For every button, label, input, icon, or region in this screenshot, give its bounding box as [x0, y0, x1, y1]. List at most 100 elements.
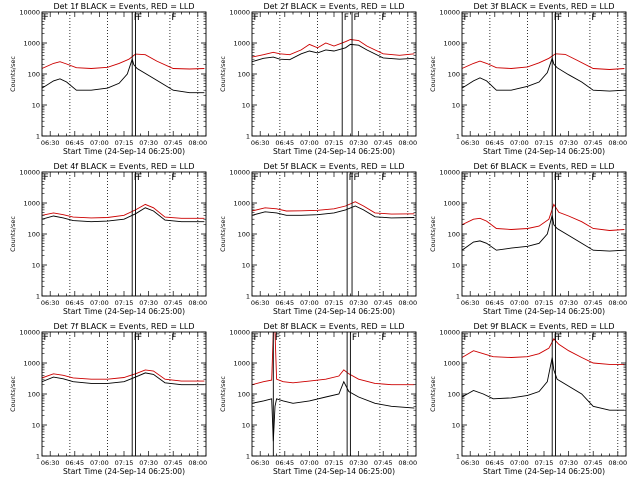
y-tick-label: 1: [36, 132, 40, 140]
panel-4: Det 4f BLACK = Events, RED = LLD 1 10 100 10…: [9, 162, 207, 316]
x-tick-label: 06:30: [41, 299, 60, 307]
y-tick-label: 1: [36, 292, 40, 300]
y-axis-label: Counts/sec: [9, 216, 17, 252]
x-tick-label: 07:30: [349, 139, 368, 147]
panel-6: Det 6f BLACK = Events, RED = LLD 1 10 100 10…: [429, 162, 627, 316]
flag-marker: F: [557, 13, 562, 23]
x-tick-label: 06:30: [461, 139, 480, 147]
events-series-line: [252, 205, 415, 219]
y-tick-label: 10: [32, 261, 40, 269]
y-tick-label: 1000: [233, 359, 250, 367]
y-tick-label: 100: [448, 390, 460, 398]
flag-marker: F: [464, 333, 469, 343]
x-tick-label: 07:30: [559, 299, 578, 307]
x-tick-label: 06:30: [251, 139, 270, 147]
y-tick-label: 1: [456, 452, 460, 460]
flag-marker: F: [344, 13, 349, 23]
x-tick-label: 08:00: [608, 299, 627, 307]
x-tick-label: 06:30: [41, 459, 60, 467]
y-tick-label: 100: [238, 230, 250, 238]
flag-marker: F: [381, 173, 386, 183]
x-tick-label: 07:15: [535, 459, 554, 467]
y-tick-label: 100: [238, 390, 250, 398]
y-tick-label: 1: [456, 292, 460, 300]
events-series-line: [462, 56, 625, 92]
y-tick-label: 10: [242, 421, 250, 429]
flag-marker: F: [591, 13, 596, 23]
y-tick-label: 100: [28, 70, 40, 78]
x-axis-label: Start Time (24-Sep-14 06:25:00): [483, 307, 605, 316]
flag-marker: F: [134, 333, 139, 343]
events-series-line: [252, 43, 415, 63]
flag-marker: F: [44, 173, 49, 183]
x-tick-label: 08:00: [398, 459, 417, 467]
x-tick-label: 06:45: [485, 299, 504, 307]
flag-marker: F: [44, 13, 49, 23]
x-tick-label: 08:00: [398, 299, 417, 307]
y-axis-label: Counts/sec: [219, 376, 227, 412]
flag-marker: F: [275, 333, 280, 343]
flag-marker: F: [464, 13, 469, 23]
y-tick-label: 10000: [439, 328, 460, 336]
x-tick-label: 07:30: [349, 299, 368, 307]
x-tick-label: 07:45: [584, 299, 603, 307]
flag-marker: F: [171, 13, 176, 23]
x-tick-label: 07:00: [300, 299, 319, 307]
y-tick-label: 1000: [233, 39, 250, 47]
x-tick-label: 07:30: [139, 299, 158, 307]
panel-9: Det 9f BLACK = Events, RED = LLD 1 10 100 10…: [429, 322, 627, 476]
x-tick-label: 07:15: [325, 459, 344, 467]
y-tick-label: 10000: [229, 168, 250, 176]
events-series-line: [252, 380, 415, 442]
panel-2: Det 2f BLACK = Events, RED = LLD 1 10 100 10…: [219, 2, 417, 156]
flag-marker: F: [591, 173, 596, 183]
x-tick-label: 07:00: [90, 299, 109, 307]
x-axis-label: Start Time (24-Sep-14 06:25:00): [483, 467, 605, 476]
panel-title: Det 6f BLACK = Events, RED = LLD: [473, 162, 614, 171]
y-tick-label: 1: [246, 132, 250, 140]
y-tick-label: 10: [32, 421, 40, 429]
panel-title: Det 2f BLACK = Events, RED = LLD: [263, 2, 404, 11]
x-tick-label: 06:45: [485, 459, 504, 467]
y-tick-label: 10: [452, 261, 460, 269]
x-axis-label: Start Time (24-Sep-14 06:25:00): [483, 147, 605, 156]
y-axis-label: Counts/sec: [9, 56, 17, 92]
x-tick-label: 07:45: [164, 459, 183, 467]
panel-title: Det 1f BLACK = Events, RED = LLD: [53, 2, 194, 11]
x-tick-label: 07:45: [374, 139, 393, 147]
flag-marker: F: [554, 173, 559, 183]
x-axis-label: Start Time (24-Sep-14 06:25:00): [63, 147, 185, 156]
y-axis-label: Counts/sec: [9, 376, 17, 412]
x-tick-label: 07:45: [374, 299, 393, 307]
y-tick-label: 10000: [229, 328, 250, 336]
x-tick-label: 06:30: [251, 459, 270, 467]
y-tick-label: 1000: [233, 199, 250, 207]
y-tick-label: 1000: [23, 199, 40, 207]
y-tick-label: 1: [246, 452, 250, 460]
y-tick-label: 100: [238, 70, 250, 78]
plot-frame: [41, 11, 207, 137]
x-tick-label: 06:30: [41, 139, 60, 147]
flag-marker: F: [381, 13, 386, 23]
x-tick-label: 07:00: [90, 139, 109, 147]
y-tick-label: 10000: [439, 8, 460, 16]
lld-series-line: [462, 53, 625, 70]
x-tick-label: 07:30: [139, 139, 158, 147]
x-tick-label: 07:45: [164, 139, 183, 147]
flag-marker: F: [557, 173, 562, 183]
x-tick-label: 08:00: [608, 459, 627, 467]
flag-marker: F: [134, 173, 139, 183]
y-tick-label: 1000: [23, 359, 40, 367]
y-tick-label: 10000: [19, 328, 40, 336]
x-tick-label: 07:30: [349, 459, 368, 467]
flag-marker: F: [137, 333, 142, 343]
x-tick-label: 06:45: [275, 139, 294, 147]
events-series-line: [42, 372, 205, 386]
panel-8: Det 8f BLACK = Events, RED = LLD 1 10 100 10…: [219, 322, 417, 476]
x-tick-label: 07:45: [374, 459, 393, 467]
flag-marker: F: [171, 173, 176, 183]
x-tick-label: 07:30: [139, 459, 158, 467]
x-tick-label: 07:00: [510, 299, 529, 307]
y-axis-label: Counts/sec: [219, 56, 227, 92]
flag-marker: F: [557, 333, 562, 343]
